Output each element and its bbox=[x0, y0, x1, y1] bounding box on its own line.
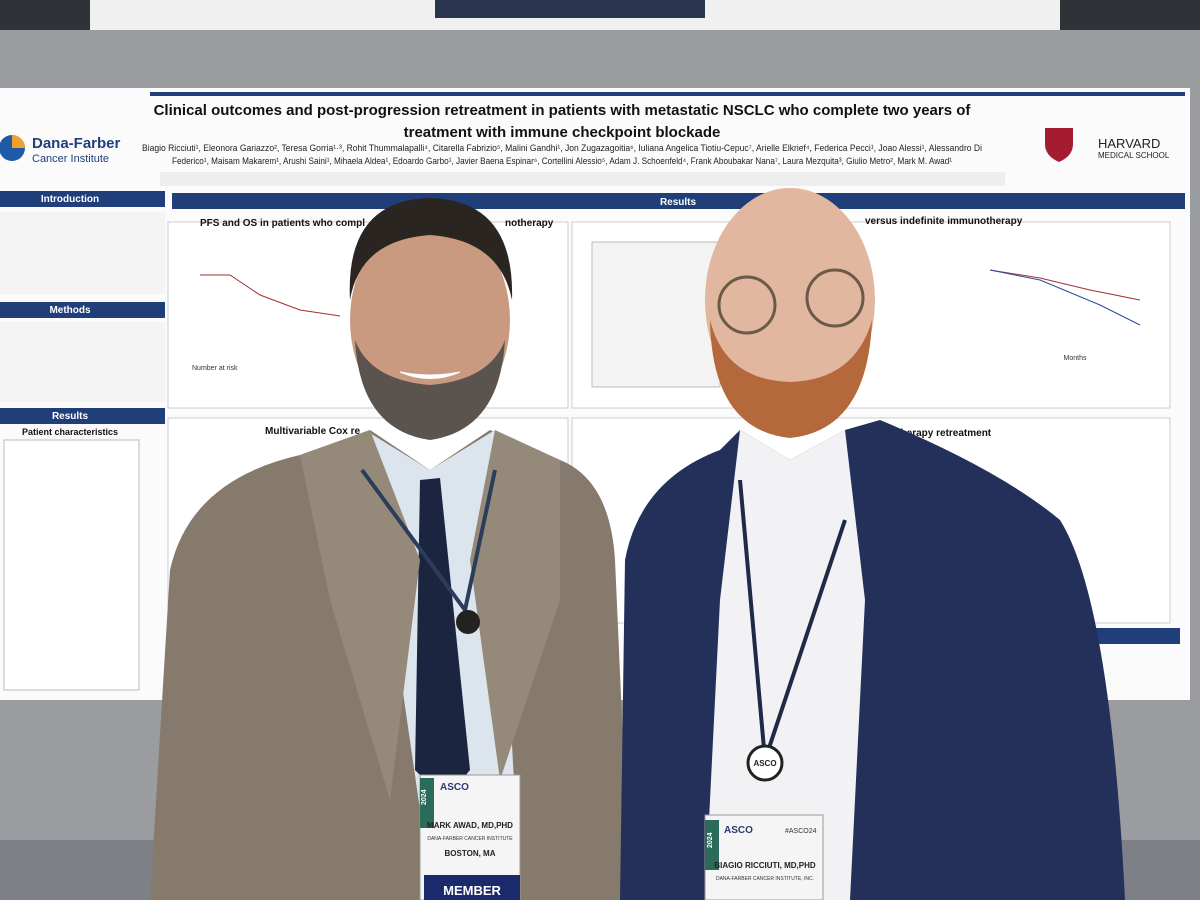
badge-hashtag: #ASCO24 bbox=[785, 828, 817, 835]
panel-title: notherapy bbox=[505, 218, 554, 229]
table-title: Patient characteristics bbox=[22, 427, 118, 437]
km-curve bbox=[989, 269, 1141, 326]
poster-title: treatment with immune checkpoint blockad… bbox=[404, 124, 721, 141]
logo-text: MEDICAL SCHOOL bbox=[1098, 151, 1170, 160]
face bbox=[350, 215, 510, 425]
badge-year: 2024 bbox=[707, 832, 714, 848]
badge-institution: DANA-FARBER CANCER INSTITUTE, INC. bbox=[716, 876, 814, 882]
section-header bbox=[1080, 628, 1180, 644]
badge-ribbon bbox=[424, 875, 520, 900]
authors: Biagio Ricciuti¹, Eleonora Gariazzo², Te… bbox=[142, 143, 982, 153]
poster-rule bbox=[150, 92, 1185, 96]
authors: Federico¹, Maisam Makarem¹, Arushi Saini… bbox=[172, 156, 952, 166]
upper-poster-block bbox=[435, 0, 705, 18]
glasses bbox=[717, 275, 777, 335]
intro-text bbox=[0, 212, 165, 294]
section-header bbox=[0, 408, 165, 424]
badge-name: MARK AWAD, MD,PHD bbox=[427, 821, 513, 830]
name-badge bbox=[704, 814, 824, 900]
section-title: Results bbox=[52, 411, 89, 422]
harvard-shield bbox=[1045, 128, 1073, 162]
clinical-table bbox=[591, 241, 721, 388]
section-header bbox=[0, 302, 165, 318]
lanyard-tag-text: ASCO bbox=[753, 759, 776, 768]
panel-title: Multivariable Cox re bbox=[265, 426, 360, 437]
badge-institution: DANA-FARBER CANCER INSTITUTE bbox=[427, 836, 513, 842]
lanyard bbox=[360, 468, 497, 615]
axis-label: Months bbox=[1064, 355, 1087, 362]
risk-label: Number at risk bbox=[192, 365, 238, 372]
km-curve bbox=[200, 274, 341, 317]
panel-title: PFS and OS in patients who compl bbox=[200, 218, 365, 229]
section-title: Methods bbox=[49, 305, 91, 316]
lanyard-tag bbox=[746, 744, 784, 782]
section-header bbox=[0, 191, 165, 207]
badge-city: BOSTON, MA bbox=[445, 849, 496, 858]
section-title: Results bbox=[660, 197, 697, 208]
logo-text: Cancer Institute bbox=[32, 153, 109, 165]
beard bbox=[710, 320, 872, 438]
ceiling bbox=[0, 0, 90, 30]
logo-text: HARVARD bbox=[1098, 136, 1160, 151]
badge-org: ASCO bbox=[440, 782, 469, 793]
lapel bbox=[300, 430, 420, 800]
glasses bbox=[805, 268, 865, 328]
badge-name: BIAGIO RICCIUTI, MD,PHD bbox=[714, 861, 816, 870]
face bbox=[705, 188, 875, 412]
section-title: Introduction bbox=[41, 194, 99, 205]
methods-text bbox=[0, 322, 165, 402]
badge-ribbon-text: MEMBER bbox=[443, 883, 501, 898]
lanyard-clip bbox=[456, 610, 480, 634]
smile bbox=[399, 371, 461, 379]
badge-org: ASCO bbox=[724, 825, 753, 836]
panel-title: versus indefinite immunotherapy bbox=[865, 216, 1023, 227]
hair bbox=[349, 198, 513, 300]
ceiling bbox=[1060, 0, 1200, 30]
lapel bbox=[470, 430, 560, 780]
badge-stripe bbox=[420, 778, 434, 828]
logo-text: Dana-Farber bbox=[32, 135, 121, 152]
dfci-logo bbox=[12, 135, 25, 148]
beard bbox=[355, 340, 505, 440]
badge-year: 2024 bbox=[421, 789, 428, 805]
patient-table bbox=[3, 439, 140, 691]
affiliations bbox=[160, 172, 1005, 186]
poster-title: Clinical outcomes and post-progression r… bbox=[154, 102, 972, 119]
badge-stripe bbox=[705, 820, 719, 870]
panel-title: notherapy retreatment bbox=[885, 428, 992, 439]
km-curve bbox=[989, 269, 1141, 301]
